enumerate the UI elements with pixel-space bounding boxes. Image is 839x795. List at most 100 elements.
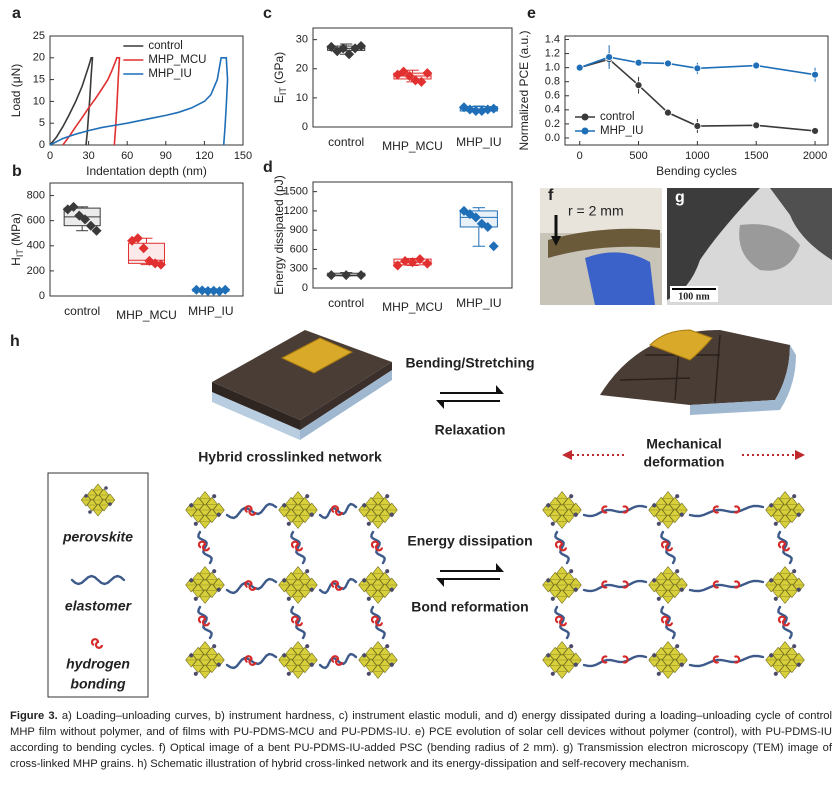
y-tick-label: 30 — [296, 34, 308, 46]
box — [127, 242, 166, 264]
elastomer — [554, 530, 570, 565]
x-tick-label: 150 — [234, 150, 252, 162]
cation — [573, 512, 578, 517]
process-label: Relaxation — [435, 422, 506, 438]
data-point — [91, 225, 102, 236]
legend-label: MHP_MCU — [148, 54, 206, 66]
y-tick-label: 300 — [290, 263, 308, 275]
panel-label: b — [12, 163, 22, 180]
elastomer — [660, 530, 676, 565]
legend-label: MHP_IU — [600, 125, 643, 137]
data-point — [664, 108, 672, 117]
y-axis-label: EIT (GPa) — [272, 52, 288, 103]
photo-bg — [540, 188, 662, 233]
data-point — [811, 127, 819, 135]
hydrogen-bond — [244, 580, 257, 591]
data-point — [356, 41, 367, 52]
cation — [773, 671, 778, 676]
hydrogen-bond — [733, 580, 741, 589]
film-edge — [300, 362, 392, 430]
data-point — [400, 256, 411, 267]
process-label: Bond reformation — [411, 599, 528, 615]
cation — [773, 596, 778, 601]
y-tick-label: 0.2 — [545, 118, 560, 130]
hydrogen-bond — [660, 540, 674, 552]
cation — [366, 671, 371, 676]
y-tick-label: 5 — [39, 117, 45, 129]
caption-label: Figure 3. — [10, 710, 58, 722]
network-title: Hybrid crosslinked network — [198, 449, 382, 465]
hydrogen-bond — [622, 655, 629, 664]
grain — [770, 188, 832, 260]
cation — [675, 644, 680, 649]
elastomer — [290, 605, 306, 640]
elastomer — [660, 605, 676, 640]
hydrogen-bond — [712, 505, 720, 514]
y-axis-label: Energy dissipated (pJ) — [272, 175, 286, 294]
y-label-unit: (pJ) — [272, 175, 286, 199]
data-point — [634, 81, 643, 90]
data-point — [197, 285, 208, 296]
electrode — [649, 329, 713, 361]
x-tick-label: 120 — [195, 150, 213, 162]
hydrogen-bond — [330, 580, 344, 591]
cation — [389, 662, 394, 667]
hydrogen-bond — [330, 505, 344, 516]
x-tick-label: MHP_MCU — [116, 308, 177, 322]
hydrogen-bond — [370, 540, 384, 552]
hydrogen-bond — [712, 655, 720, 664]
data-point — [605, 53, 614, 61]
cation — [656, 671, 661, 676]
series-line — [49, 57, 229, 146]
hydrogen-bond — [601, 580, 608, 589]
cation — [286, 671, 291, 676]
cation — [193, 521, 198, 526]
data-point — [138, 243, 149, 254]
cation — [362, 578, 367, 583]
y-tick-label: 0.8 — [545, 76, 560, 88]
cation — [796, 662, 801, 667]
hydrogen-bond — [244, 655, 257, 666]
elastomer — [688, 504, 765, 518]
y-label-sub: IT — [15, 249, 25, 258]
cation — [305, 569, 310, 574]
cation — [104, 486, 108, 490]
y-label-main: H — [9, 257, 23, 266]
cation — [769, 578, 774, 583]
data-point — [326, 270, 337, 281]
y-tick-label: 200 — [27, 265, 45, 277]
elastomer — [70, 574, 126, 586]
hydrogen-bond — [601, 505, 608, 514]
y-tick-label: 600 — [27, 215, 45, 227]
y-tick-label: 1.0 — [545, 62, 560, 74]
y-axis-label: Load (μN) — [9, 64, 23, 118]
legend-label: control — [148, 40, 183, 52]
cation — [84, 494, 88, 498]
cation — [769, 653, 774, 658]
elastomer — [582, 579, 648, 593]
x-tick-label: 1000 — [685, 150, 709, 162]
film-top — [600, 330, 790, 405]
cation — [108, 502, 112, 506]
deformation-label: Mechanical — [646, 436, 721, 452]
y-tick-label: 25 — [33, 30, 45, 42]
hydrogen-bond — [244, 505, 257, 516]
cation — [193, 671, 198, 676]
y-tick-label: 20 — [33, 52, 45, 64]
data-point — [132, 233, 143, 244]
cation — [366, 521, 371, 526]
x-axis-label: Bending cycles — [656, 164, 737, 178]
cation — [88, 510, 92, 514]
elastomer — [318, 652, 358, 670]
data-point — [85, 220, 96, 231]
cation — [385, 494, 390, 499]
legend-label: hydrogen — [66, 656, 130, 672]
y-tick-label: 800 — [27, 189, 45, 201]
x-tick-label: MHP_IU — [456, 296, 501, 310]
cation — [573, 587, 578, 592]
data-point — [344, 49, 355, 60]
legend-marker — [581, 113, 589, 121]
panel-label: d — [263, 159, 273, 176]
cation — [305, 644, 310, 649]
hydrogen-bond — [601, 655, 608, 664]
